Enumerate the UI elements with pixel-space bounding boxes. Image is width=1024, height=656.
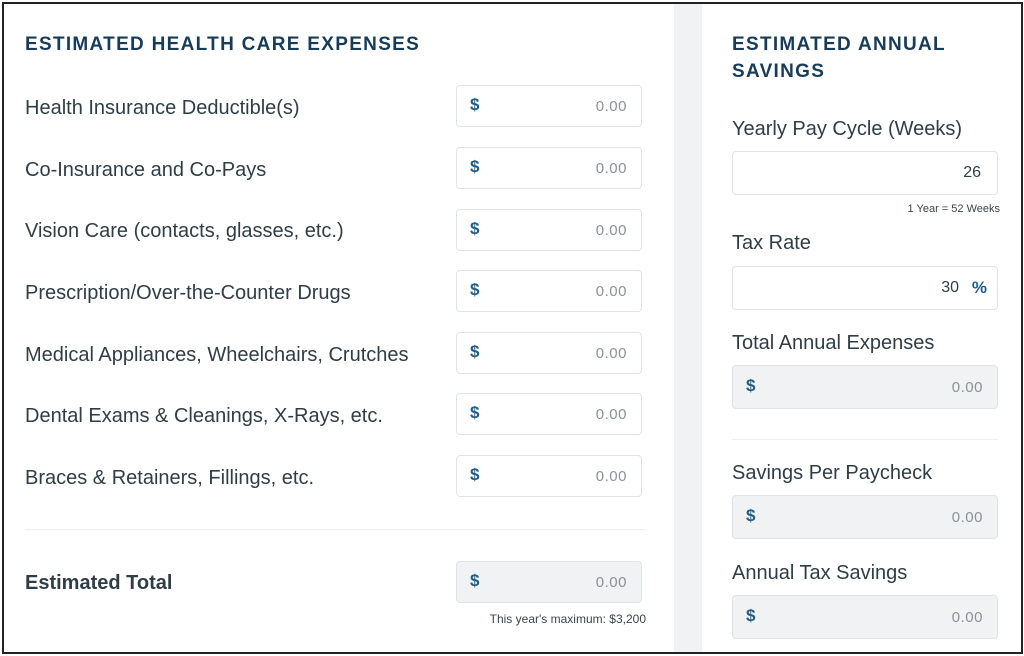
pay-cycle-hint: 1 Year = 52 Weeks	[907, 203, 1000, 215]
savings-per-paycheck-label: Savings Per Paycheck	[732, 462, 933, 484]
prescription-input[interactable]: $ 0.00	[456, 270, 642, 312]
dollar-sign: $	[470, 403, 480, 422]
tax-rate-label: Tax Rate	[732, 232, 811, 254]
pay-cycle-label: Yearly Pay Cycle (Weeks)	[732, 118, 963, 140]
vision-value: 0.00	[595, 222, 627, 239]
estimated-total-value: 0.00	[595, 574, 627, 591]
annual-savings-panel: ESTIMATED ANNUAL SAVINGS Yearly Pay Cycl…	[702, 4, 1021, 652]
row-label-medical-appliances: Medical Appliances, Wheelchairs, Crutche…	[25, 344, 409, 366]
row-label-dental: Dental Exams & Cleanings, X-Rays, etc.	[25, 405, 383, 427]
braces-input[interactable]: $ 0.00	[456, 455, 642, 497]
section-divider	[732, 439, 998, 440]
savings-title-line2: SAVINGS	[732, 61, 826, 82]
row-label-prescription: Prescription/Over-the-Counter Drugs	[25, 282, 351, 304]
braces-value: 0.00	[595, 468, 627, 485]
dollar-sign: $	[746, 506, 756, 525]
savings-title: ESTIMATED ANNUAL SAVINGS	[732, 31, 946, 85]
deductible-input[interactable]: $ 0.00	[456, 85, 642, 127]
dollar-sign: $	[746, 606, 756, 625]
savings-per-paycheck-field: $ 0.00	[732, 495, 998, 539]
medical-appliances-value: 0.00	[595, 345, 627, 362]
medical-appliances-input[interactable]: $ 0.00	[456, 332, 642, 374]
dollar-sign: $	[470, 95, 480, 114]
prescription-value: 0.00	[595, 283, 627, 300]
total-annual-expenses-label: Total Annual Expenses	[732, 332, 935, 354]
maximum-note: This year's maximum: $3,200	[489, 612, 646, 626]
pay-cycle-value: 26	[963, 164, 981, 181]
percent-sign: %	[971, 278, 987, 297]
savings-per-paycheck-value: 0.00	[951, 509, 983, 526]
dollar-sign: $	[470, 571, 480, 590]
pay-cycle-input[interactable]: 26	[732, 151, 998, 195]
health-care-expenses-panel: ESTIMATED HEALTH CARE EXPENSES Health In…	[4, 4, 674, 652]
section-divider	[25, 529, 645, 530]
tax-rate-value: 30	[941, 279, 959, 296]
savings-title-line1: ESTIMATED ANNUAL	[732, 34, 946, 55]
annual-tax-savings-value: 0.00	[951, 609, 983, 626]
dental-value: 0.00	[595, 406, 627, 423]
column-gutter	[674, 4, 702, 652]
row-label-vision: Vision Care (contacts, glasses, etc.)	[25, 220, 344, 242]
total-annual-expenses-field: $ 0.00	[732, 365, 998, 409]
row-label-deductible: Health Insurance Deductible(s)	[25, 97, 300, 119]
dollar-sign: $	[470, 465, 480, 484]
deductible-value: 0.00	[595, 98, 627, 115]
dollar-sign: $	[470, 342, 480, 361]
vision-input[interactable]: $ 0.00	[456, 209, 642, 251]
dollar-sign: $	[470, 280, 480, 299]
dental-input[interactable]: $ 0.00	[456, 393, 642, 435]
dollar-sign: $	[470, 157, 480, 176]
row-label-coinsurance: Co-Insurance and Co-Pays	[25, 159, 267, 181]
annual-tax-savings-field: $ 0.00	[732, 595, 998, 639]
coinsurance-input[interactable]: $ 0.00	[456, 147, 642, 189]
total-annual-expenses-value: 0.00	[951, 379, 983, 396]
dollar-sign: $	[746, 376, 756, 395]
estimated-total-label: Estimated Total	[25, 572, 173, 594]
annual-tax-savings-label: Annual Tax Savings	[732, 562, 908, 584]
tax-rate-input[interactable]: 30 %	[732, 266, 998, 310]
dollar-sign: $	[470, 219, 480, 238]
expenses-title: ESTIMATED HEALTH CARE EXPENSES	[25, 34, 421, 55]
coinsurance-value: 0.00	[595, 160, 627, 177]
estimated-total-field: $ 0.00	[456, 561, 642, 603]
row-label-braces: Braces & Retainers, Fillings, etc.	[25, 467, 314, 489]
